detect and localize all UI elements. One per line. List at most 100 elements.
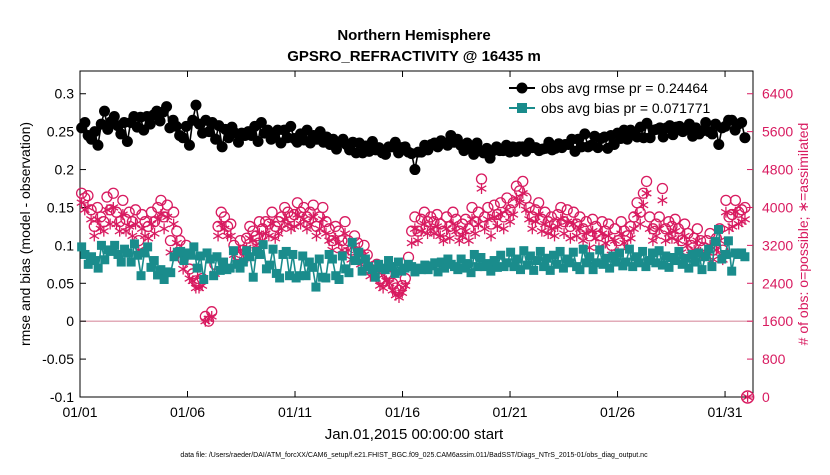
obs-assimilated-point [517,187,528,199]
bias-point [605,263,615,273]
bias-point [588,265,598,275]
asterisk-stroke [92,215,103,223]
asterisk-stroke [457,232,468,240]
bias-point [212,252,222,262]
asterisk-stroke [558,230,570,237]
obs-assimilated-point [603,230,614,242]
obs-assimilated-point [431,220,443,232]
bias-point [681,253,691,263]
asterisk-stroke [470,230,481,237]
rmse-point [99,105,111,117]
asterisk-stroke [263,232,274,240]
asterisk-stroke [212,232,224,240]
obs-assimilated-point [339,228,351,240]
obs-assimilated-point [98,225,109,237]
bias-point [674,246,684,256]
asterisk-stroke [98,227,109,235]
bias-point [463,259,473,269]
obs-assimilated-point [568,218,579,230]
bias-point [344,268,354,278]
rmse-point [285,120,297,132]
asterisk-stroke [298,215,309,223]
rmse-point [641,117,653,129]
bias-point [638,246,648,256]
obs-assimilated-point [162,211,173,223]
obs-assimilated-point [412,235,424,247]
y-right-tick-label: 1600 [762,313,793,329]
obs-assimilated-point [739,213,751,225]
bias-point [684,263,694,273]
asterisk-stroke [339,230,351,237]
obs-assimilated-point [117,209,128,221]
bias-point [707,262,717,272]
bias-point [298,251,308,261]
rmse-point [713,139,725,151]
asterisk-stroke [479,225,490,233]
obs-possible-point [406,225,418,237]
obs-possible-point [104,204,116,216]
bias-point [506,247,516,257]
asterisk-stroke [549,232,560,240]
obs-assimilated-point [308,211,319,223]
asterisk-stroke [543,230,554,237]
obs-assimilated-point [495,209,506,221]
asterisk-stroke [577,237,589,244]
obs-assimilated-point [149,228,160,240]
obs-possible-point [447,206,459,218]
bias-point [219,257,229,267]
obs-assimilated-point [492,220,503,232]
asterisk-stroke [489,213,500,221]
bias-point [324,249,334,259]
obs-assimilated-point [654,223,665,235]
asterisk-stroke [552,223,563,230]
bias-point [657,260,667,270]
bias-point [664,262,674,272]
bias-point [100,255,110,265]
bias-point [225,263,235,273]
right-axis: 0 800 1600 2400 3200 4000 4800 5600 6400 [762,86,793,405]
asterisk-stroke [127,232,138,240]
asterisk-stroke [742,393,753,401]
obs-assimilated-point [178,263,189,275]
bias-point [552,259,562,269]
bias-point [192,263,202,273]
bias-point [549,250,559,260]
bias-point [453,265,463,275]
x-tick-label: 01/06 [170,404,205,420]
bias-point [522,260,532,270]
obs-possible-point [637,187,650,199]
rmse-point [203,126,215,138]
x-axis-label: Jan.01,2015 00:00:00 start [325,426,504,443]
obs-assimilated-point [482,213,493,225]
bias-point [189,242,199,252]
bias-point [393,257,403,267]
asterisk-stroke [638,201,649,209]
asterisk-stroke [692,237,703,244]
obs-possible-point [158,211,170,223]
asterisk-stroke [124,223,135,230]
asterisk-stroke [508,211,519,218]
chart-title: Northern Hemisphere [337,27,490,44]
obs-possible-point [161,199,173,211]
obs-assimilated-point [489,211,500,223]
asterisk-stroke [609,237,620,244]
obs-assimilated-point [92,213,103,225]
obs-possible-point [304,206,316,218]
asterisk-stroke [311,232,322,240]
asterisk-stroke [562,218,573,225]
bias-point [496,250,506,260]
bias-point [166,268,176,278]
asterisk-stroke [565,234,576,242]
rmse-point [739,132,751,144]
bias-point [209,271,219,281]
legend-rmse-marker [516,82,528,94]
y-right-tick-label: 2400 [762,275,793,291]
bias-point [143,242,153,252]
bias-point [634,258,644,268]
asterisk-stroke [657,197,668,204]
obs-possible-point [444,220,456,233]
rmse-point [255,117,267,129]
asterisk-stroke [270,234,281,242]
rmse-point [154,115,166,127]
asterisk-stroke [438,237,449,244]
